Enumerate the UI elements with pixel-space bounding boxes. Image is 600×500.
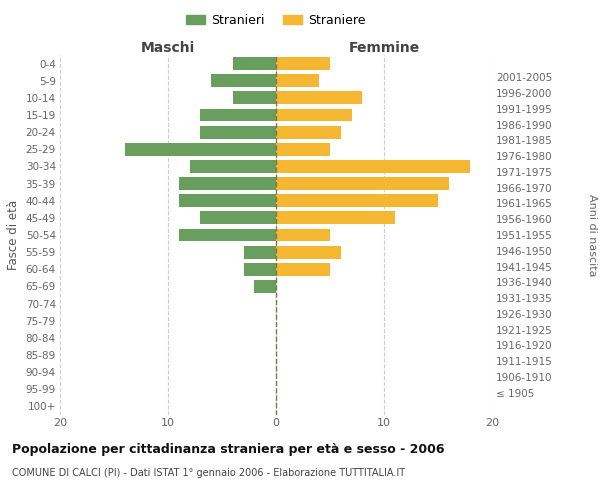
Bar (276, 160, 470, 173)
Text: Maschi: Maschi (141, 41, 195, 55)
Bar (179, 177, 276, 190)
Text: COMUNE DI CALCI (PI) - Dati ISTAT 1° gennaio 2006 - Elaborazione TUTTITALIA.IT: COMUNE DI CALCI (PI) - Dati ISTAT 1° gen… (12, 468, 405, 477)
Text: Anni di nascita: Anni di nascita (587, 194, 597, 276)
Bar (276, 108, 352, 122)
Bar (276, 212, 395, 224)
Legend: Stranieri, Straniere: Stranieri, Straniere (181, 8, 371, 32)
Bar (276, 263, 330, 276)
Bar (276, 143, 330, 156)
Bar (233, 57, 276, 70)
Bar (276, 57, 330, 70)
Bar (276, 126, 341, 138)
Bar (179, 194, 276, 207)
Bar (244, 263, 276, 276)
Bar (244, 246, 276, 258)
Bar (276, 246, 341, 258)
Y-axis label: Fasce di età: Fasce di età (7, 200, 20, 270)
Text: Popolazione per cittadinanza straniera per età e sesso - 2006: Popolazione per cittadinanza straniera p… (12, 442, 445, 456)
Bar (276, 92, 362, 104)
Bar (233, 92, 276, 104)
Bar (254, 280, 276, 293)
Bar (200, 212, 276, 224)
Bar (211, 74, 276, 87)
Bar (179, 228, 276, 241)
Bar (276, 194, 438, 207)
Bar (125, 143, 276, 156)
Bar (276, 74, 319, 87)
Bar (200, 108, 276, 122)
Text: Femmine: Femmine (349, 41, 419, 55)
Bar (190, 160, 276, 173)
Bar (276, 177, 449, 190)
Bar (276, 228, 330, 241)
Bar (200, 126, 276, 138)
